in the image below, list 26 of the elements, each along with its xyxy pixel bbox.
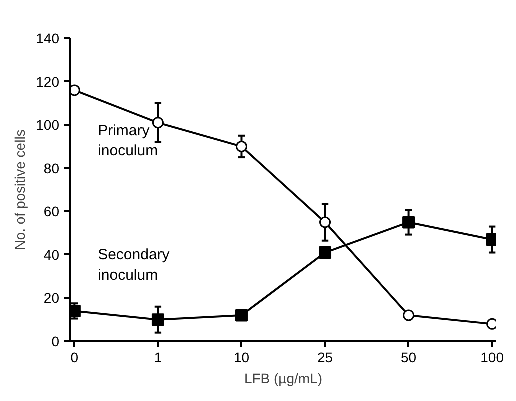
y-tick-label: 120 [36, 74, 60, 90]
x-tick-label: 1 [154, 350, 162, 366]
point [320, 216, 332, 228]
y-axis-title: No. of positive cells [12, 130, 28, 250]
point [152, 117, 164, 129]
x-tick-label: 100 [480, 350, 504, 366]
y-tick-label: 60 [44, 204, 60, 220]
y-tick-label: 100 [36, 117, 60, 134]
x-axis-title: LFB (µg/mL) [244, 370, 323, 386]
point [403, 310, 415, 322]
y-tick-label: 20 [44, 290, 60, 306]
point [319, 246, 332, 260]
point [402, 216, 416, 229]
point [152, 314, 164, 326]
y-tick-label: 40 [44, 246, 60, 263]
x-tick-label: 25 [317, 350, 334, 366]
series-label: Secondary inoculum [98, 246, 170, 284]
y-tick-label: 80 [44, 160, 60, 176]
series-label: Primary inoculum [98, 122, 158, 160]
y-tick-label: 0 [52, 334, 60, 350]
point [235, 309, 248, 322]
x-tick-label: 50 [401, 350, 417, 366]
x-tick-label: 0 [70, 350, 79, 366]
y-tick-label: 140 [36, 30, 60, 46]
x-tick-label: 10 [234, 350, 250, 366]
point [236, 140, 248, 152]
